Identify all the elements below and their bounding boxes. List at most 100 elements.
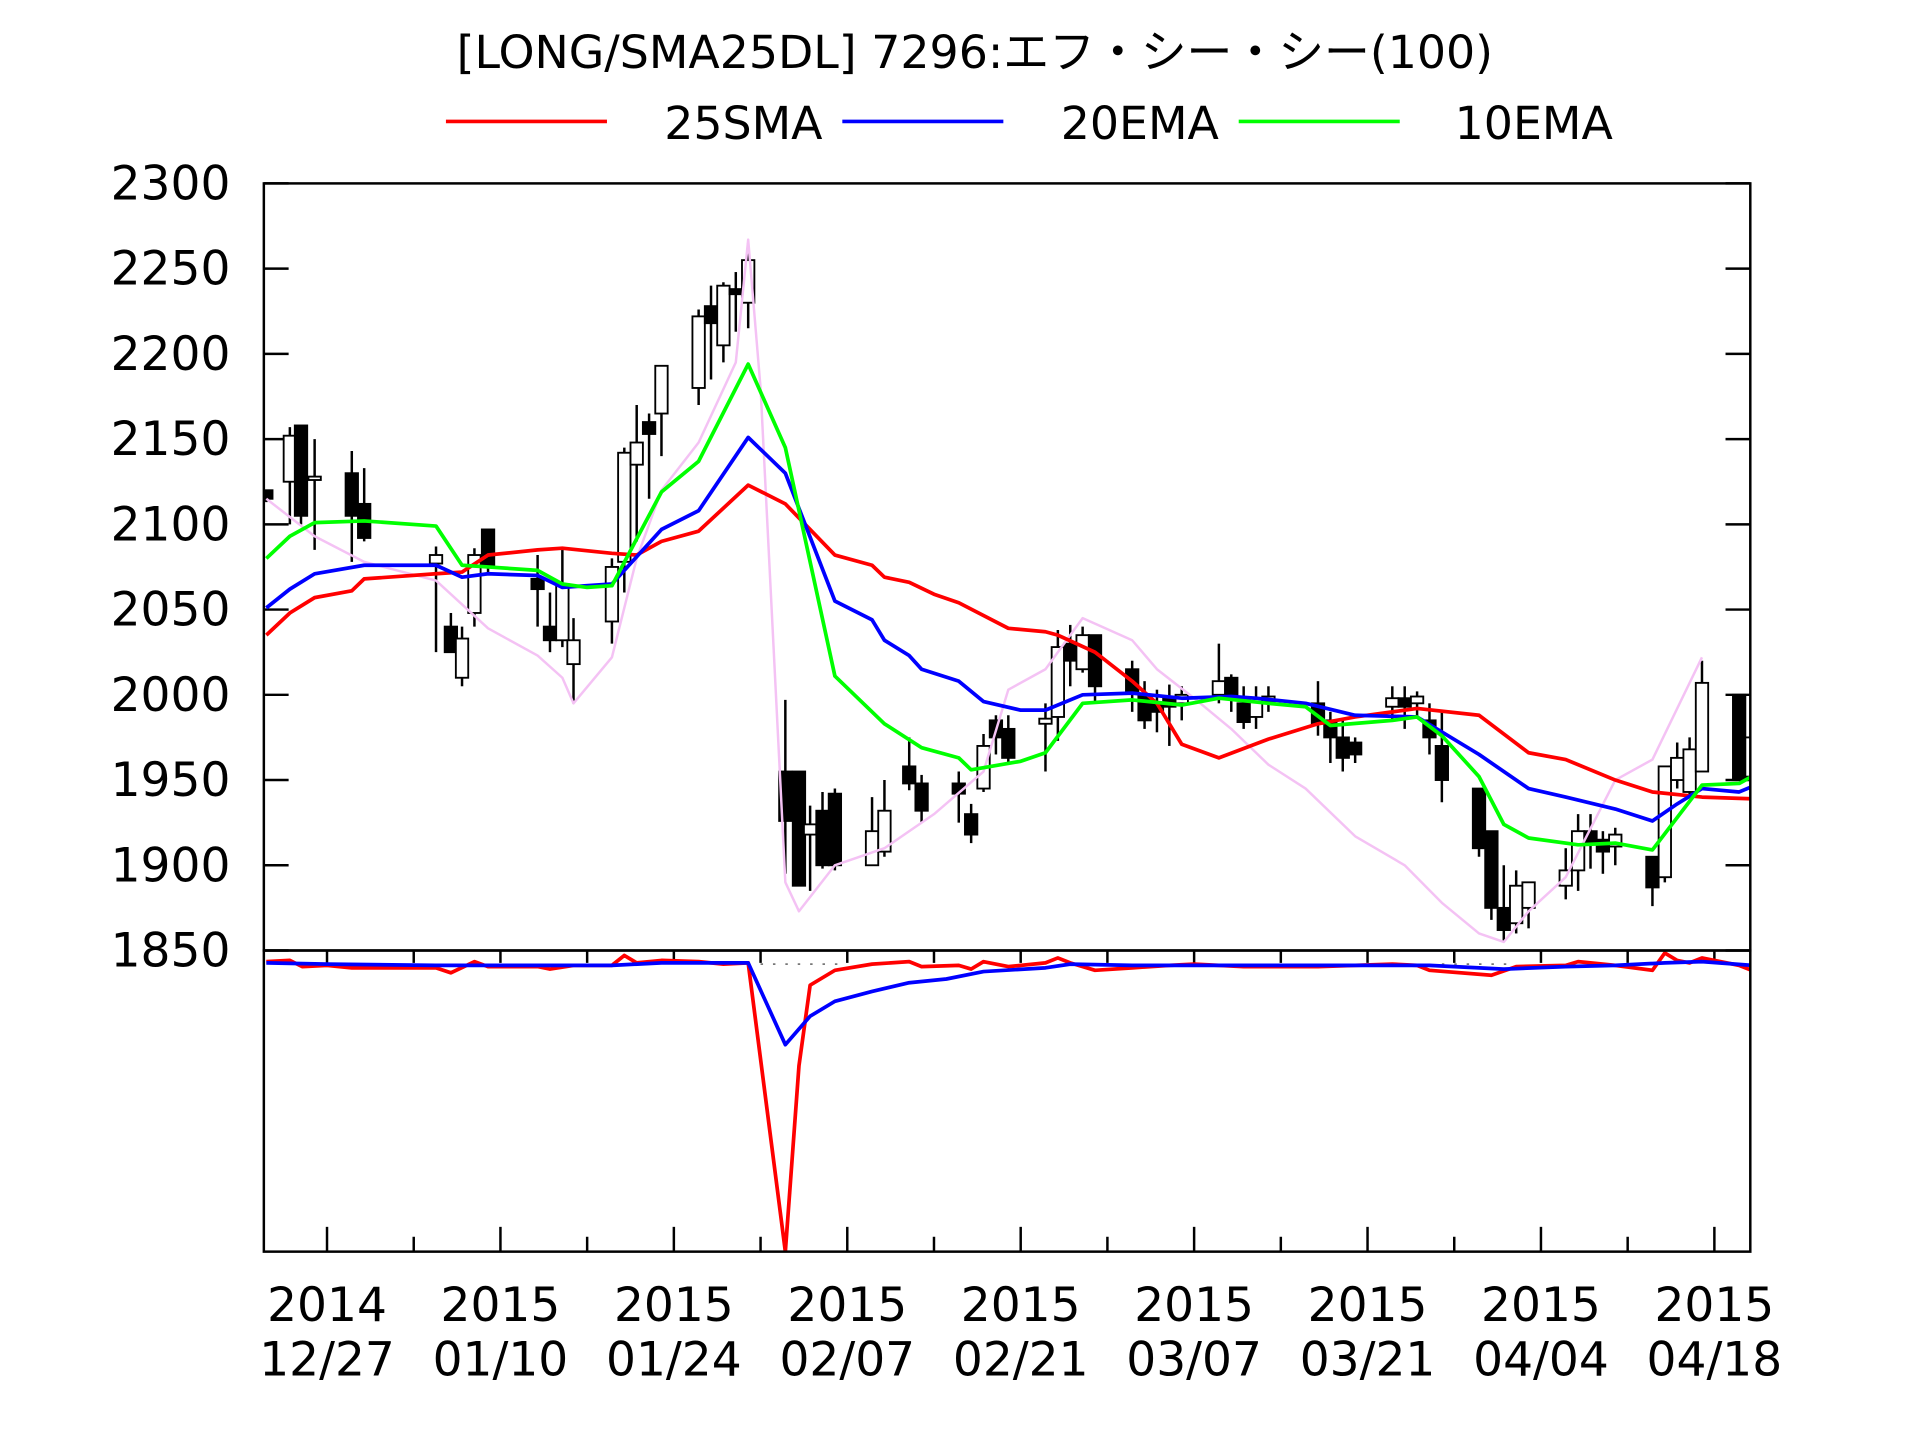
y-axis: 2300 2250 2200 2150 2100 2050 2000 1950 1900 1850 xyxy=(111,157,1751,979)
x-tick-year: 2015 xyxy=(1308,1278,1428,1333)
x-tick-date: 04/04 xyxy=(1473,1333,1609,1388)
x-tick-year: 2015 xyxy=(787,1278,907,1333)
y-tick-label: 2050 xyxy=(111,583,231,638)
candle-up xyxy=(1521,881,1536,909)
candle-up xyxy=(1744,736,1751,778)
candle-down xyxy=(530,577,545,591)
y-tick-label: 2150 xyxy=(111,412,231,467)
candle-down xyxy=(1397,697,1412,708)
deviation-panel xyxy=(266,951,1751,1252)
candle-down xyxy=(344,472,359,517)
y-tick-label: 1900 xyxy=(111,838,231,893)
candle-up xyxy=(307,475,322,481)
candle-down xyxy=(1484,830,1499,909)
x-tick-year: 2015 xyxy=(1134,1278,1254,1333)
y-tick-label: 2100 xyxy=(111,497,231,552)
series-10ema xyxy=(265,362,1751,852)
legend: 25SMA 20EMA 10EMA xyxy=(445,96,1613,150)
candle-up xyxy=(1075,634,1090,671)
candle-down xyxy=(480,528,496,568)
x-tick-year: 2015 xyxy=(1481,1278,1601,1333)
x-tick-date: 01/24 xyxy=(606,1333,742,1388)
y-tick-label: 1850 xyxy=(111,924,231,979)
candle-down xyxy=(1335,736,1350,759)
candle-down xyxy=(1137,693,1152,722)
candle-up xyxy=(864,830,880,867)
x-tick-year: 2015 xyxy=(614,1278,734,1333)
candle-down xyxy=(263,489,274,500)
candle-down xyxy=(1732,693,1747,781)
y-tick-label: 1950 xyxy=(111,753,231,808)
candle-down xyxy=(827,792,843,867)
series-deviation-red xyxy=(266,951,1751,1252)
candle-up xyxy=(716,284,731,347)
deviation-panel-frame xyxy=(262,949,1752,1253)
candle-up xyxy=(802,823,818,836)
candle-up xyxy=(467,554,482,614)
y-tick-label: 2000 xyxy=(111,668,231,723)
candle-down xyxy=(1471,787,1487,850)
candle-up xyxy=(617,451,632,563)
candle-up xyxy=(654,364,669,415)
candle-up xyxy=(1385,697,1400,708)
x-tick-date: 04/18 xyxy=(1647,1333,1783,1388)
candle-up xyxy=(1682,748,1697,793)
candle-up xyxy=(1670,756,1685,781)
legend-label-20ema: 20EMA xyxy=(1061,96,1219,150)
candle-up xyxy=(428,554,444,565)
x-tick-date: 03/21 xyxy=(1300,1333,1436,1388)
candle-up xyxy=(1211,680,1227,696)
candle-down xyxy=(1434,745,1449,781)
candle-down xyxy=(1645,855,1660,889)
candle-down xyxy=(1001,727,1016,759)
x-tick-date: 02/21 xyxy=(953,1333,1089,1388)
candle-down xyxy=(1348,741,1363,756)
candle-down xyxy=(641,421,657,435)
candle-down xyxy=(293,424,309,517)
candle-down xyxy=(902,765,917,785)
candle-up xyxy=(1038,717,1053,725)
candle-down xyxy=(1236,702,1251,724)
candle-up xyxy=(1409,695,1425,705)
candle-up xyxy=(555,583,570,642)
candle-up xyxy=(1657,765,1672,879)
legend-label-25sma: 25SMA xyxy=(664,96,822,150)
candle-up xyxy=(454,637,470,679)
candle-up xyxy=(1050,646,1065,718)
candle-up xyxy=(1509,884,1524,925)
candle-up xyxy=(877,809,892,853)
legend-label-10ema: 10EMA xyxy=(1455,96,1613,150)
candle-up xyxy=(629,441,644,466)
x-axis: 201412/27201501/10201501/24201502/072015… xyxy=(259,950,1783,1388)
candle-up xyxy=(1694,681,1710,773)
candle-down xyxy=(1496,906,1511,931)
x-tick-year: 2015 xyxy=(441,1278,561,1333)
series-25sma xyxy=(265,483,1751,801)
candle-down xyxy=(815,809,830,867)
y-tick-label: 2250 xyxy=(111,242,231,297)
x-tick-year: 2015 xyxy=(1654,1278,1774,1333)
candle-down xyxy=(1087,634,1103,688)
x-tick-date: 03/07 xyxy=(1126,1333,1262,1388)
candle-down xyxy=(728,288,743,296)
series-price-line xyxy=(265,238,1704,944)
x-tick-date: 12/27 xyxy=(259,1333,395,1388)
candle-down xyxy=(542,625,558,642)
candle-down xyxy=(703,305,719,325)
x-tick-year: 2014 xyxy=(267,1278,387,1333)
candle-up xyxy=(566,639,581,666)
x-tick-date: 02/07 xyxy=(779,1333,915,1388)
candle-down xyxy=(1063,642,1078,662)
series-deviation-blue xyxy=(266,959,1751,1047)
y-tick-label: 2300 xyxy=(111,157,231,212)
series-20ema xyxy=(265,435,1751,823)
candle-down xyxy=(964,813,979,836)
candle-up xyxy=(1608,833,1623,848)
candle-down xyxy=(914,782,929,812)
price-panel xyxy=(263,238,1751,944)
chart-title: [LONG/SMA25DL] 7296:エフ・シー・シー(100) xyxy=(457,25,1493,79)
candle-up xyxy=(691,315,706,389)
y-tick-label: 2200 xyxy=(111,327,231,382)
